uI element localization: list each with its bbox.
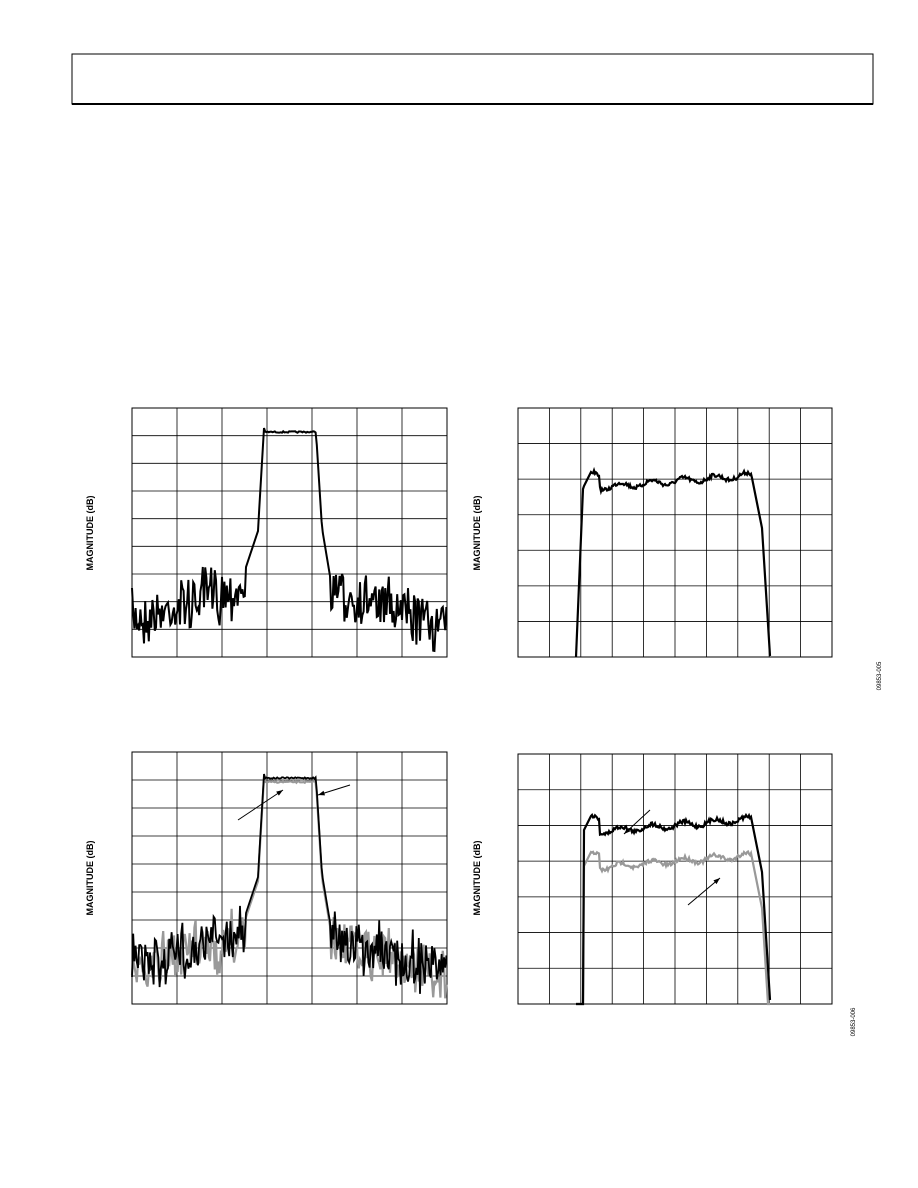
curve: [576, 812, 772, 1006]
plot-grid: [517, 407, 833, 658]
plot-grid: [131, 407, 448, 658]
arrow-head: [624, 827, 631, 834]
arrow-head: [318, 790, 325, 796]
figure-id: 09853-006: [851, 1007, 857, 1036]
plot-grid: [517, 753, 833, 1005]
y-axis-label: MAGNITUDE (dB): [85, 841, 95, 916]
arrow: [237, 789, 284, 821]
plot-frame: [131, 407, 448, 658]
arrow-head: [713, 878, 720, 885]
y-axis-label: MAGNITUDE (dB): [472, 496, 482, 571]
header-box: [71, 53, 874, 105]
y-axis-label: MAGNITUDE (dB): [85, 496, 95, 571]
curve: [131, 773, 448, 994]
curve: [574, 466, 772, 658]
y-axis-label: MAGNITUDE (dB): [472, 841, 482, 916]
figure-id: 09853-005: [877, 661, 883, 690]
arrow: [687, 877, 721, 906]
curve: [576, 849, 770, 1006]
arrow-head: [276, 790, 283, 796]
plot-frame: [131, 751, 448, 1005]
curve: [131, 427, 448, 653]
